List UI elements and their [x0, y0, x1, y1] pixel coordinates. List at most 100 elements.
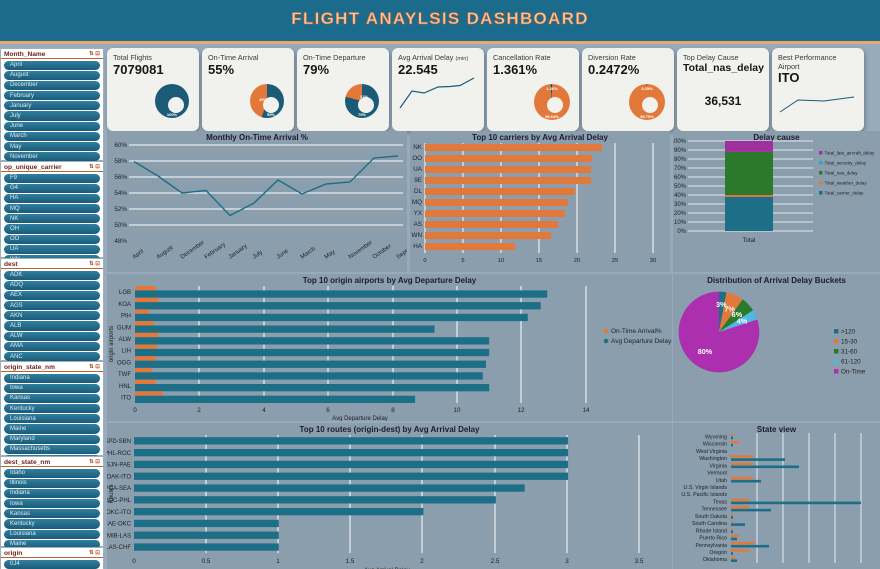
svg-text:56%: 56% — [114, 174, 127, 181]
svg-text:December: December — [180, 240, 206, 261]
svg-text:100%: 100% — [673, 139, 687, 145]
svg-text:50%: 50% — [114, 222, 127, 229]
svg-text:Total: Total — [743, 238, 756, 244]
svg-text:30%: 30% — [674, 202, 687, 208]
svg-text:UA: UA — [413, 166, 423, 173]
svg-text:Tennessee: Tennessee — [701, 507, 727, 513]
svg-text:48%: 48% — [114, 238, 127, 245]
svg-text:3.5: 3.5 — [635, 558, 644, 565]
svg-text:Total_weather_delay: Total_weather_delay — [825, 180, 868, 185]
svg-text:KOA: KOA — [118, 302, 131, 308]
svg-text:April: April — [132, 249, 145, 261]
svg-text:15: 15 — [536, 258, 542, 264]
svg-text:Routes: Routes — [109, 484, 115, 503]
svg-text:PHL-ROC: PHL-ROC — [107, 451, 132, 457]
svg-text:0: 0 — [423, 258, 426, 264]
svg-text:Avg Departure Delay: Avg Departure Delay — [611, 338, 672, 345]
svg-text:1.5: 1.5 — [346, 558, 355, 565]
svg-text:4%: 4% — [737, 317, 748, 326]
svg-text:Total_carrier_delay: Total_carrier_delay — [825, 190, 865, 195]
svg-text:50%: 50% — [674, 184, 687, 190]
svg-text:25: 25 — [612, 258, 618, 264]
svg-text:SPD-SBN: SPD-SBN — [107, 439, 131, 445]
svg-text:0: 0 — [133, 407, 137, 414]
svg-text:October: October — [372, 243, 393, 260]
svg-text:August: August — [156, 245, 175, 261]
svg-text:HNL: HNL — [119, 384, 132, 390]
svg-text:March: March — [300, 246, 317, 260]
svg-text:GUM: GUM — [117, 325, 131, 331]
svg-text:Total_nas_delay: Total_nas_delay — [825, 170, 859, 175]
svg-text:Washington: Washington — [699, 456, 727, 462]
svg-text:10: 10 — [453, 407, 461, 414]
svg-text:15-30: 15-30 — [841, 339, 858, 346]
svg-text:20%: 20% — [674, 211, 687, 217]
svg-text:Oklahoma: Oklahoma — [703, 557, 727, 563]
svg-text:Virginia: Virginia — [709, 463, 727, 469]
svg-text:U.S. Virgin Islands: U.S. Virgin Islands — [684, 485, 728, 491]
svg-text:14: 14 — [582, 407, 590, 414]
svg-text:54%: 54% — [114, 190, 127, 197]
svg-text:80%: 80% — [674, 157, 687, 163]
svg-text:Wisconsin: Wisconsin — [703, 442, 727, 448]
svg-text:ALW: ALW — [118, 337, 131, 343]
svg-text:OKC-ITO: OKC-ITO — [107, 510, 131, 516]
svg-text:LAS-CHF: LAS-CHF — [107, 545, 131, 551]
svg-text:31-60: 31-60 — [841, 349, 858, 356]
svg-text:Avg Departure Delay: Avg Departure Delay — [332, 416, 388, 421]
svg-text:June: June — [276, 248, 291, 261]
svg-text:8: 8 — [391, 407, 395, 414]
svg-text:On-Time Arrival%: On-Time Arrival% — [611, 328, 662, 335]
svg-text:NK: NK — [413, 144, 423, 151]
svg-text:South Dakota: South Dakota — [695, 514, 727, 520]
svg-text:2: 2 — [420, 558, 424, 565]
svg-text:Oregon: Oregon — [709, 550, 727, 556]
svg-text:5: 5 — [461, 258, 464, 264]
svg-text:July: July — [252, 250, 264, 261]
svg-text:AS: AS — [414, 221, 422, 228]
svg-text:origin airports: origin airports — [109, 326, 115, 362]
svg-text:52%: 52% — [114, 206, 127, 213]
svg-text:30: 30 — [650, 258, 656, 264]
svg-text:Rhode Island: Rhode Island — [696, 528, 727, 534]
svg-text:WN: WN — [412, 232, 423, 239]
svg-text:MQ: MQ — [412, 199, 422, 206]
svg-text:Wyoming: Wyoming — [705, 434, 727, 440]
svg-text:West Virginia: West Virginia — [696, 449, 727, 455]
svg-text:4: 4 — [262, 407, 266, 414]
svg-text:2.5: 2.5 — [491, 558, 500, 565]
svg-text:Texas: Texas — [713, 499, 727, 505]
svg-text:January: January — [228, 243, 249, 260]
svg-text:LIH: LIH — [122, 349, 131, 355]
svg-text:Puerto Rico: Puerto Rico — [699, 536, 727, 542]
svg-text:58%: 58% — [114, 158, 127, 165]
svg-text:OGG: OGG — [117, 360, 131, 366]
svg-text:CAE-OKC: CAE-OKC — [107, 522, 132, 528]
svg-text:November: November — [348, 240, 374, 261]
svg-text:3: 3 — [565, 558, 569, 565]
svg-text:February: February — [204, 242, 227, 261]
svg-text:0.5: 0.5 — [202, 558, 211, 565]
svg-text:40%: 40% — [674, 193, 687, 199]
svg-text:1: 1 — [276, 558, 280, 565]
svg-text:>120: >120 — [841, 329, 856, 336]
svg-text:10%: 10% — [674, 220, 687, 226]
svg-text:2: 2 — [197, 407, 201, 414]
svg-text:LGB: LGB — [119, 290, 131, 296]
svg-text:10: 10 — [498, 258, 504, 264]
svg-text:SJN-PAE: SJN-PAE — [107, 463, 131, 469]
svg-text:60%: 60% — [674, 175, 687, 181]
svg-text:PIH: PIH — [121, 314, 131, 320]
svg-text:U.S. Pacific Islands: U.S. Pacific Islands — [681, 492, 727, 498]
svg-text:OAK-ITO: OAK-ITO — [107, 474, 131, 480]
svg-text:Utah: Utah — [716, 478, 727, 484]
svg-text:Vermont: Vermont — [707, 471, 727, 477]
svg-text:Pennsylvania: Pennsylvania — [695, 543, 727, 549]
svg-text:90%: 90% — [674, 148, 687, 154]
svg-text:6: 6 — [326, 407, 330, 414]
svg-text:Total_late_aircraft_delay: Total_late_aircraft_delay — [825, 150, 875, 155]
svg-text:TWF: TWF — [118, 372, 131, 378]
svg-text:YX: YX — [414, 210, 423, 217]
svg-text:HA: HA — [413, 243, 423, 250]
svg-text:MIB-LAS: MIB-LAS — [107, 533, 131, 539]
